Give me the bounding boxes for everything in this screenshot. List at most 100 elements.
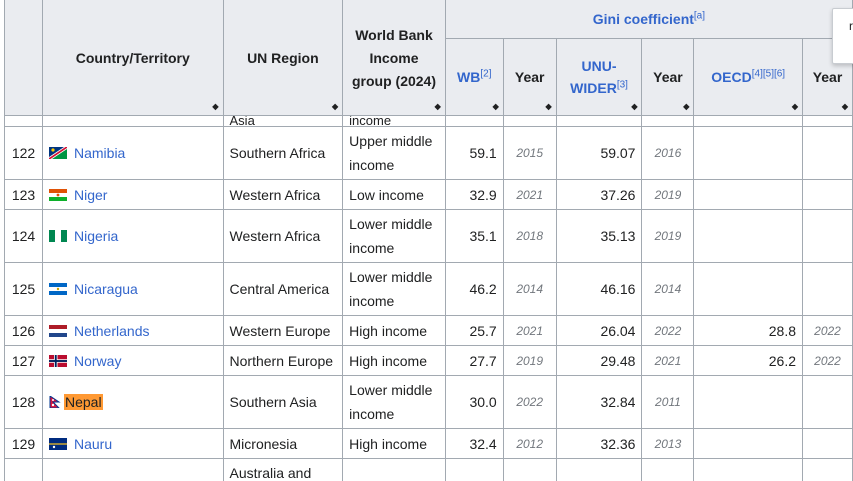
popup-text: r <box>849 19 853 33</box>
region-cell: Central America <box>222 262 344 316</box>
wb-ref[interactable]: [2] <box>480 68 492 80</box>
country-cell <box>41 458 224 481</box>
region-cell: Western Africa <box>222 209 344 263</box>
income-cell: High income <box>342 428 446 459</box>
country-cell: Niger <box>41 179 224 210</box>
oecd-header[interactable]: OECD[4][5][6] ◆ <box>693 38 803 116</box>
year-label: Year <box>812 69 843 85</box>
unu-year-cell: 2014 <box>641 262 695 316</box>
sort-icon[interactable]: ◆ <box>841 102 848 111</box>
table-row: 127 Norway Northern Europe High income 27.7 2… <box>4 345 853 376</box>
country-link[interactable]: Nauru <box>73 435 113 452</box>
unu-ref[interactable]: [3] <box>616 79 628 91</box>
region-header[interactable]: UN Region ◆ <box>222 0 344 116</box>
wb-value-cell: 35.1 <box>444 209 504 263</box>
wb-value-cell: 25.7 <box>444 315 504 346</box>
rank-cell: 127 <box>4 345 43 376</box>
country-header[interactable]: Country/Territory ◆ <box>41 0 224 116</box>
nauru-flag-icon[interactable] <box>48 433 67 450</box>
niger-flag-icon[interactable] <box>48 184 67 201</box>
income-header-label: World Bank Income group (2024) <box>351 27 436 89</box>
wb-year-cell: 2021 <box>502 179 557 210</box>
wb-value-cell: 32.4 <box>444 428 504 459</box>
wb-year-cell: 2018 <box>502 209 557 263</box>
unu-year-cell: 2011 <box>641 375 695 429</box>
table-header: Country/Territory ◆ UN Region ◆ World Ba… <box>4 0 853 116</box>
unu-wider-link[interactable]: UNU-WIDER <box>570 58 617 96</box>
gini-header: Gini coefficient[a] <box>444 0 853 39</box>
wb-header[interactable]: WB[2] ◆ <box>444 38 504 116</box>
rank-cell: 124 <box>4 209 43 263</box>
income-cell: High income <box>342 315 446 346</box>
oecd-value-cell <box>693 375 803 429</box>
unu-year-cell: 2019 <box>641 179 695 210</box>
country-link[interactable]: Nicaragua <box>73 281 138 297</box>
income-cell: High income <box>342 345 446 376</box>
wb-link[interactable]: WB <box>457 69 481 85</box>
oecd-year-cell <box>802 375 853 429</box>
oecd-value-cell <box>693 179 803 210</box>
country-cell: Nauru <box>41 428 224 459</box>
unu-year-header[interactable]: Year ◆ <box>641 38 695 116</box>
income-cell: Lower middle income <box>342 375 446 429</box>
unu-value-cell: 46.16 <box>555 262 643 316</box>
table-row: 123 Niger Western Africa Low income 32.9 2021… <box>4 179 853 210</box>
year-label: Year <box>653 69 683 85</box>
country-link[interactable]: Nigeria <box>73 228 119 244</box>
wb-value-cell: 30.0 <box>444 375 504 429</box>
income-cell <box>342 458 446 481</box>
country-link[interactable]: Niger <box>73 186 108 203</box>
rank-cell: 123 <box>4 179 43 210</box>
sort-icon[interactable]: ◆ <box>791 102 798 111</box>
region-cell: Micronesia <box>222 428 344 459</box>
country-header-label: Country/Territory <box>75 49 190 66</box>
sort-icon[interactable]: ◆ <box>434 102 441 111</box>
sort-icon[interactable]: ◆ <box>631 102 638 111</box>
sort-icon[interactable]: ◆ <box>492 102 499 111</box>
unu-year-cell: 2013 <box>641 428 695 459</box>
country-link[interactable]: Nepal <box>63 394 103 410</box>
nigeria-flag-icon[interactable] <box>48 225 67 242</box>
sort-icon[interactable]: ◆ <box>212 102 219 111</box>
oecd-ref[interactable]: [4][5][6] <box>751 68 786 80</box>
norway-flag-icon[interactable] <box>48 350 67 367</box>
rank-cell <box>4 458 43 481</box>
unu-value-cell: 32.84 <box>555 375 643 429</box>
income-cell: Lower middle income <box>342 209 446 263</box>
table-body: Asia income 122 Namibia Southern Africa Upp… <box>4 115 853 481</box>
region-cell: Western Europe <box>222 315 344 346</box>
wb-year-cell: 2012 <box>502 428 557 459</box>
table-row: 122 Namibia Southern Africa Upper middle in… <box>4 126 853 180</box>
nicaragua-flag-icon[interactable] <box>48 278 67 295</box>
oecd-year-cell <box>802 209 853 263</box>
nepal-flag-icon[interactable] <box>49 391 61 409</box>
wb-year-cell: 2015 <box>502 126 557 180</box>
gini-footnote[interactable]: [a] <box>693 10 706 22</box>
wb-value-cell: 27.7 <box>444 345 504 376</box>
oecd-year-cell <box>802 126 853 180</box>
sort-icon[interactable]: ◆ <box>332 102 339 111</box>
country-link[interactable]: Netherlands <box>73 322 150 339</box>
wb-value-cell: 46.2 <box>444 262 504 316</box>
netherlands-flag-icon[interactable] <box>48 320 67 337</box>
gini-coefficient-link[interactable]: Gini coefficient <box>592 11 694 27</box>
oecd-year-cell: 2022 <box>802 345 853 376</box>
country-link[interactable]: Norway <box>73 352 122 369</box>
wb-year-cell: 2019 <box>502 345 557 376</box>
unu-header[interactable]: UNU-WIDER[3] ◆ <box>555 38 643 116</box>
oecd-link[interactable]: OECD <box>711 69 752 85</box>
rank-cell: 128 <box>4 375 43 429</box>
sort-icon[interactable]: ◆ <box>545 102 552 111</box>
namibia-flag-icon[interactable] <box>48 142 67 159</box>
cut-income-text: income <box>349 115 392 127</box>
country-link[interactable]: Namibia <box>73 145 126 161</box>
region-cell: Australia and <box>222 458 344 481</box>
country-cell: Namibia <box>41 126 224 180</box>
rank-cell: 126 <box>4 315 43 346</box>
income-header[interactable]: World Bank Income group (2024) ◆ <box>342 0 446 116</box>
table-row: 124 Nigeria Western Africa Lower middle inc… <box>4 209 853 263</box>
sort-icon[interactable]: ◆ <box>683 102 690 111</box>
wb-year-header[interactable]: Year ◆ <box>502 38 557 116</box>
hover-popup[interactable]: r <box>832 8 853 64</box>
cut-region-cell: Asia <box>222 115 344 127</box>
